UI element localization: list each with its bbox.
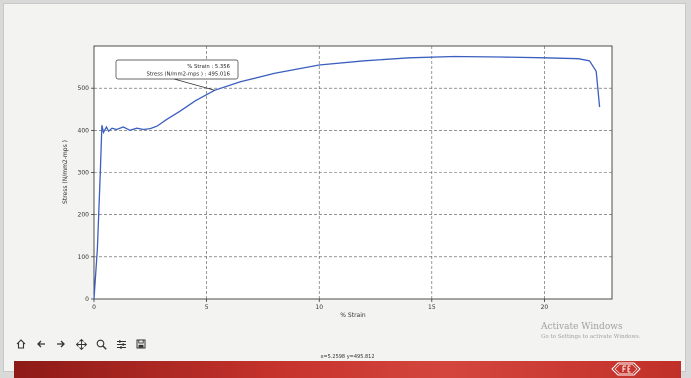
y-tick-label: 200 — [78, 212, 90, 219]
plot-toolbar — [14, 335, 148, 353]
home-icon[interactable] — [14, 337, 28, 351]
watermark-title: Activate Windows — [541, 322, 623, 332]
activate-windows-watermark: Activate Windows Go to Settings to activ… — [541, 322, 641, 340]
forward-icon[interactable] — [54, 337, 68, 351]
x-tick-label: 5 — [205, 304, 209, 311]
annotation-stress: Stress (N/mm2-mps ) : 495.016 — [147, 72, 231, 78]
watermark-subtitle: Go to Settings to activate Windows. — [541, 334, 641, 340]
y-axis-label: Stress (N/mm2-mps ) — [62, 140, 69, 204]
y-tick-label: 300 — [78, 170, 90, 177]
x-tick-label: 20 — [541, 304, 549, 311]
y-tick-label: 100 — [78, 254, 90, 261]
save-icon[interactable] — [134, 337, 148, 351]
annotation-box — [115, 59, 239, 80]
pan-icon[interactable] — [74, 337, 88, 351]
y-tick-label: 500 — [78, 85, 90, 92]
coordinate-readout: x=5.2598 y=495.812 — [320, 354, 375, 360]
x-tick-label: 0 — [92, 304, 96, 311]
x-tick-label: 15 — [428, 304, 436, 311]
x-axis-label: % Strain — [340, 312, 366, 319]
company-logo — [611, 362, 641, 376]
stress-strain-plot: 0 5 10 15 20 0 100 200 300 400 500 % Strain Stres… — [62, 45, 613, 319]
annotation-strain: % Strain : 5.356 — [187, 64, 230, 70]
y-tick-label: 400 — [78, 127, 90, 134]
configure-icon[interactable] — [114, 337, 128, 351]
annotation-arrow — [173, 78, 215, 91]
annotation: % Strain : 5.356 Stress (N/mm2-mps ) : 4… — [115, 59, 239, 91]
chart-window: 0 5 10 15 20 0 100 200 300 400 500 % Strain Stres… — [3, 3, 686, 378]
series-line — [93, 55, 601, 300]
y-tick-label: 0 — [85, 296, 89, 303]
footer-bar — [14, 361, 681, 378]
x-tick-label: 10 — [315, 304, 323, 311]
zoom-icon[interactable] — [94, 337, 108, 351]
back-icon[interactable] — [34, 337, 48, 351]
